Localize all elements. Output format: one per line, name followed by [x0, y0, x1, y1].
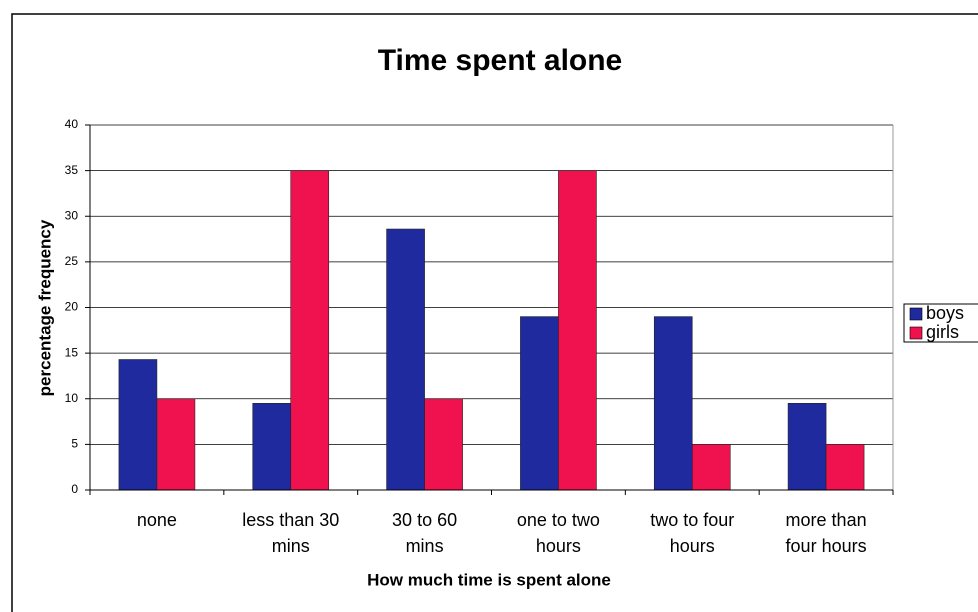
bar — [252, 403, 292, 491]
bar — [825, 444, 865, 491]
bar — [386, 228, 425, 491]
legend-label: girls — [926, 322, 959, 342]
bar — [691, 444, 731, 491]
x-tick-label: more than four hours — [785, 510, 867, 556]
y-tick-label: 35 — [65, 163, 79, 177]
bar — [156, 398, 196, 491]
bar — [653, 316, 693, 491]
y-tick-label: 20 — [65, 300, 79, 314]
y-tick-label: 5 — [71, 437, 78, 451]
x-tick-label: two to four hours — [650, 510, 735, 556]
chart-frame — [11, 13, 978, 612]
x-axis-title: How much time is spent alone — [367, 570, 611, 589]
x-tick-label: less than 30 mins — [242, 510, 340, 556]
bar — [520, 316, 559, 491]
y-tick-label: 30 — [65, 208, 79, 222]
y-tick-label: 40 — [65, 117, 79, 131]
x-tick-label: none — [136, 510, 177, 530]
bar — [424, 398, 463, 491]
y-tick-label: 25 — [65, 254, 79, 268]
y-axis-title: percentage frequency — [35, 219, 54, 396]
chart-title: Time spent alone — [378, 44, 623, 77]
y-tick-label: 10 — [65, 391, 79, 405]
x-tick-label: one to two hours — [516, 510, 600, 556]
y-tick-label: 0 — [71, 482, 78, 496]
legend-swatch — [909, 326, 923, 340]
legend-label: boys — [926, 303, 964, 323]
legend-swatch — [909, 307, 923, 321]
x-tick-label: 30 to 60 mins — [392, 510, 458, 556]
bar — [558, 170, 597, 491]
bar — [290, 170, 330, 491]
bar — [118, 359, 158, 491]
y-tick-label: 15 — [65, 345, 79, 359]
bar — [787, 403, 827, 491]
